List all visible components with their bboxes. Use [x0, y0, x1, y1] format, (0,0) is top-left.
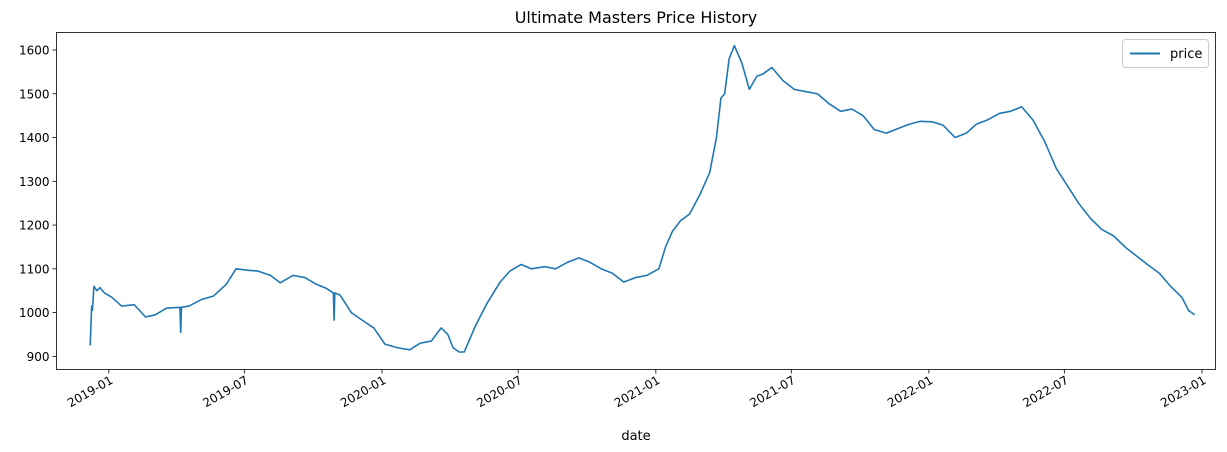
y-tick-label: 1300: [19, 175, 50, 189]
x-tick-label: 2021-07: [747, 373, 797, 410]
legend-box: [1122, 39, 1209, 68]
x-tick-label: 2020-07: [474, 373, 524, 410]
y-tick-label: 1000: [19, 306, 50, 320]
chart-title: Ultimate Masters Price History: [515, 8, 758, 27]
legend: price: [1122, 39, 1209, 68]
y-tick-label: 1100: [19, 262, 50, 276]
legend-label-price: price: [1170, 47, 1202, 62]
x-tick-label: 2019-07: [200, 373, 250, 410]
series-line-price: [89, 44, 1196, 353]
x-axis: 2019-01 2019-07 2020-01 2020-07 2021-01 2021-…: [65, 369, 1209, 410]
x-tick-label: 2022-01: [885, 373, 935, 410]
x-tick-label: 2019-01: [65, 373, 115, 410]
x-tick-label: 2023-01: [1158, 373, 1208, 410]
y-tick-label: 1400: [19, 131, 50, 145]
y-tick-label: 1200: [19, 219, 50, 233]
x-tick-label: 2021-01: [612, 373, 662, 410]
x-axis-title: date: [621, 429, 650, 444]
y-tick-label: 1500: [19, 87, 50, 101]
y-tick-label: 900: [27, 350, 50, 364]
x-tick-label: 2022-07: [1020, 373, 1070, 410]
plot-frame: [56, 32, 1216, 370]
x-tick-label: 2020-01: [338, 373, 388, 410]
plot-area: [89, 44, 1196, 353]
y-tick-label: 1600: [19, 44, 50, 58]
y-axis: 900 1000 1100 1200 1300 1400 1500 1600: [19, 44, 57, 364]
